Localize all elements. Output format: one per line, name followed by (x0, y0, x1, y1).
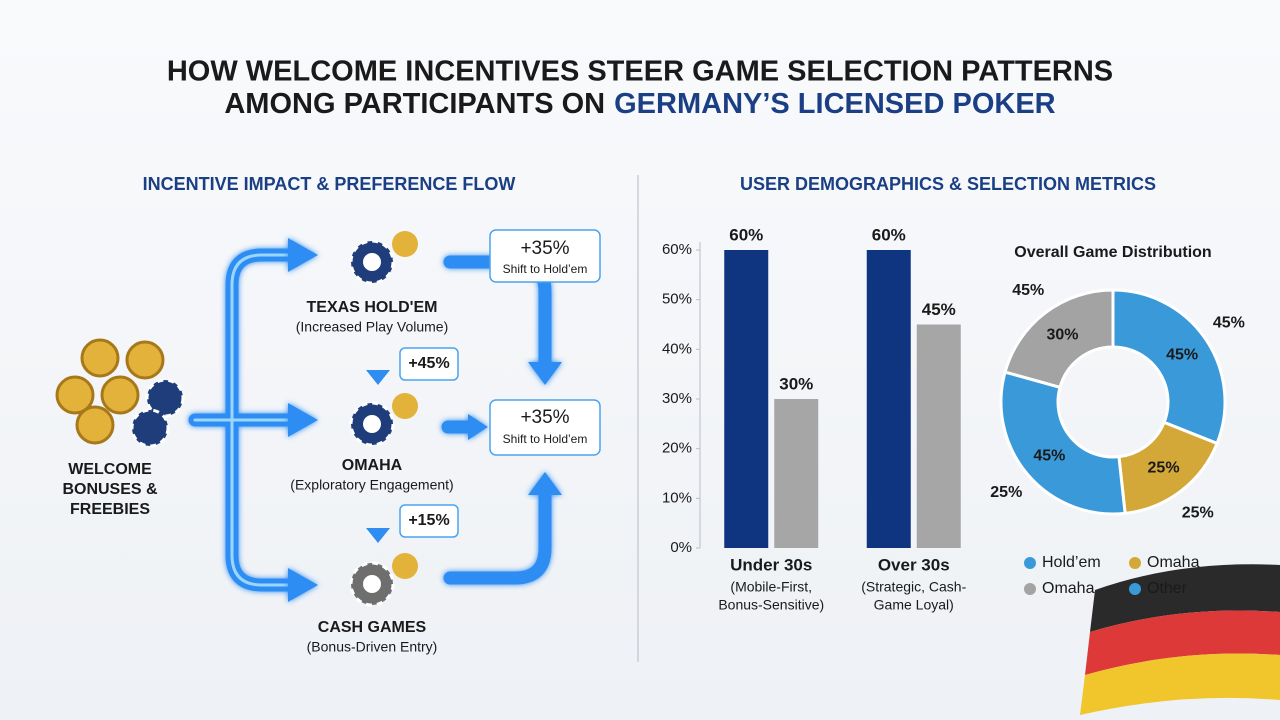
legend-label: Hold’em (1042, 554, 1101, 571)
node-name: TEXAS HOLD'EM (307, 299, 438, 316)
flag-decoration (1080, 564, 1280, 715)
arrow-head (366, 528, 390, 543)
coins-icon (55, 338, 185, 448)
y-tick-label: 60% (662, 241, 692, 258)
title-line-1: HOW WELCOME INCENTIVES STEER GAME SELECT… (167, 56, 1113, 88)
bar (774, 399, 819, 548)
pie-slice (1111, 288, 1227, 446)
title-line-2: AMONG PARTICIPANTS ON GERMANY’S LICENSED … (224, 88, 1055, 120)
slice-label: 45% (1033, 447, 1065, 464)
metrics-heading: USER DEMOGRAPHICS & SELECTION METRICS (740, 174, 1156, 194)
source-label: WELCOME (68, 461, 152, 478)
outer-label: 25% (990, 484, 1022, 501)
callout-label: Shift to Hold’em (503, 262, 588, 276)
pie-slice (1003, 288, 1115, 390)
arrow-head (288, 568, 318, 602)
step-label: +45% (408, 355, 449, 372)
chips (349, 231, 418, 607)
arrow-head (528, 472, 562, 495)
y-tick-label: 50% (662, 291, 692, 308)
source-label: BONUSES & (62, 481, 158, 498)
title-highlight: GERMANY’S LICENSED POKER (614, 88, 1056, 120)
arrow-head (288, 403, 318, 437)
legend-label: Omaha (1042, 580, 1095, 597)
node-note: (Exploratory Engagement) (290, 477, 453, 493)
title-part: AMONG PARTICIPANTS ON (224, 88, 605, 120)
callout-label: Shift to Hold’em (503, 432, 588, 446)
callout-value: +35% (520, 407, 569, 428)
outer-label: 45% (1012, 282, 1044, 299)
slice-label: 45% (1166, 346, 1198, 363)
y-tick-label: 20% (662, 440, 692, 457)
node-name: CASH GAMES (318, 619, 427, 636)
value-label: 45% (922, 300, 956, 319)
arrow-head (528, 362, 562, 385)
y-tick-label: 0% (670, 539, 692, 556)
callout-value: +35% (520, 238, 569, 259)
x-tick-label: Under 30s (730, 555, 812, 574)
pie-slice (999, 370, 1127, 516)
slice-label: 25% (1148, 460, 1180, 477)
bar (866, 250, 911, 548)
value-label: 60% (729, 225, 763, 244)
step-label: +15% (408, 512, 449, 529)
bar (916, 324, 961, 548)
node-note: (Increased Play Volume) (296, 319, 449, 335)
bar (724, 250, 769, 548)
legend-label: Other (1147, 580, 1188, 597)
node-note: (Bonus-Driven Entry) (307, 639, 438, 655)
value-label: 60% (872, 225, 906, 244)
outer-label: 45% (1213, 315, 1245, 332)
y-tick-label: 30% (662, 390, 692, 407)
category-note: (Strategic, Cash- (861, 579, 966, 595)
category-note: (Mobile-First, (730, 579, 812, 595)
arrow-core (193, 253, 292, 587)
legend-marker (1129, 583, 1141, 595)
y-tick-label: 40% (662, 340, 692, 357)
chart-title: Overall Game Distribution (1014, 244, 1211, 261)
callout-box (489, 229, 601, 283)
arrow-head (366, 370, 390, 385)
arrow-head (288, 238, 318, 272)
step-box (399, 347, 459, 381)
node-name: OMAHA (342, 457, 403, 474)
category-note: Game Loyal) (874, 597, 954, 613)
arrow-head (468, 414, 488, 440)
x-tick-label: Over 30s (878, 555, 950, 574)
step-box (399, 504, 459, 538)
legend-marker (1024, 583, 1036, 595)
callout-box (489, 399, 601, 456)
category-note: Bonus-Sensitive) (718, 597, 824, 613)
legend-marker (1024, 557, 1036, 569)
y-tick-label: 10% (662, 489, 692, 506)
legend-marker (1129, 557, 1141, 569)
value-label: 30% (779, 374, 813, 393)
source-label: FREEBIES (70, 501, 150, 518)
slice-label: 30% (1046, 327, 1078, 344)
legend-label: Omaha (1147, 554, 1200, 571)
outer-label: 25% (1182, 505, 1214, 522)
flow-heading: INCENTIVE IMPACT & PREFERENCE FLOW (143, 174, 516, 194)
